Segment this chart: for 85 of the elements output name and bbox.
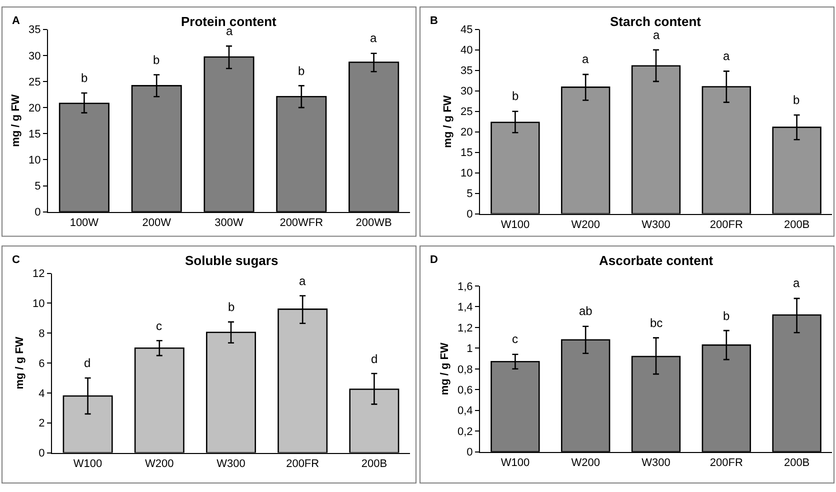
y-tick-label: 6 [38,358,45,370]
data-label: b [793,93,800,107]
y-tick-label: 12 [32,268,45,280]
y-tick-label: 0 [34,206,41,219]
data-label: b [298,64,305,78]
y-tick-label: 5 [34,180,41,193]
y-axis-title: mg / g FW [439,342,452,396]
y-tick-label: 15 [28,128,41,140]
x-tick-label: W100 [500,218,530,231]
y-tick-label: 8 [38,328,45,340]
y-tick-label: 0,8 [458,364,473,376]
x-tick-label: W200 [571,457,600,470]
y-tick-label: 25 [460,106,473,118]
data-label: a [653,28,660,42]
text: C [12,254,20,266]
data-label: b [723,309,730,323]
x-tick-label: W200 [571,218,600,231]
data-label: a [370,31,377,45]
x-tick-label: W300 [216,458,246,470]
y-tick-label: 25 [28,76,41,88]
text: A [12,15,20,27]
x-tick-label: 200FR [286,458,320,470]
y-tick-label: 35 [460,65,473,78]
x-tick-label: 200B [361,458,388,470]
y-tick-label: 20 [28,102,41,114]
x-tick-label: 200B [784,218,810,231]
data-label: a [582,52,589,66]
chart-title: Protein content [181,14,278,29]
y-tick-label: 1,4 [458,302,473,314]
y-tick-label: 0,6 [458,384,473,396]
x-tick-label: 200W [142,217,172,230]
data-label: b [512,89,519,103]
data-label: a [723,49,730,63]
x-tick-label: 200FR [710,457,743,470]
x-tick-label: 200WB [356,217,392,230]
chart-title: Starch content [610,14,702,29]
y-tick-label: 0,4 [458,405,473,418]
y-tick-label: 0 [38,448,45,460]
y-axis-title: mg / g FW [14,336,26,390]
y-tick-label: 10 [32,298,45,310]
x-tick-label: 200WFR [280,217,324,230]
data-label: a [793,276,800,290]
y-axis-title: mg / g FW [10,94,22,147]
y-tick-label: 45 [460,24,473,36]
data-label: a [299,274,306,288]
data-label: d [371,352,378,366]
x-tick-label: W100 [73,458,102,470]
data-label: ab [579,304,593,318]
y-tick-label: 4 [38,388,45,400]
data-label: c [156,319,162,333]
y-tick-label: 40 [460,44,473,57]
y-tick-label: 35 [28,24,41,36]
y-tick-label: 1 [466,343,473,356]
y-tick-label: 30 [28,50,41,62]
y-tick-label: 10 [28,154,41,167]
y-tick-label: 1,2 [458,322,473,334]
x-tick-label: W300 [642,218,670,231]
data-label: b [228,300,235,314]
y-tick-label: 2 [38,418,45,430]
data-label: b [81,71,88,85]
y-tick-label: 5 [466,188,473,200]
x-tick-label: W200 [145,458,174,470]
y-axis-title: mg / g FW [442,94,454,148]
data-label: b [153,53,160,67]
x-tick-label: W100 [500,457,530,470]
data-label: d [84,356,91,370]
y-tick-label: 20 [460,126,473,139]
x-tick-label: 300W [214,217,244,230]
y-tick-label: 30 [460,86,473,98]
text: B [430,15,438,27]
data-label: bc [650,316,663,330]
x-tick-label: 100W [70,217,100,230]
x-tick-label: 200FR [710,218,743,231]
text: D [430,254,438,266]
chart-title: Ascorbate content [599,253,714,268]
y-tick-label: 0,2 [458,426,473,438]
x-tick-label: 200B [784,457,810,470]
y-tick-label: 10 [460,168,473,180]
y-tick-label: 15 [460,147,473,160]
y-tick-label: 1,6 [458,280,473,293]
data-label: c [512,332,518,346]
y-tick-label: 0 [466,208,473,221]
y-tick-label: 0 [466,446,473,459]
chart-title: Soluble sugars [185,253,278,268]
x-tick-label: W300 [642,457,670,470]
